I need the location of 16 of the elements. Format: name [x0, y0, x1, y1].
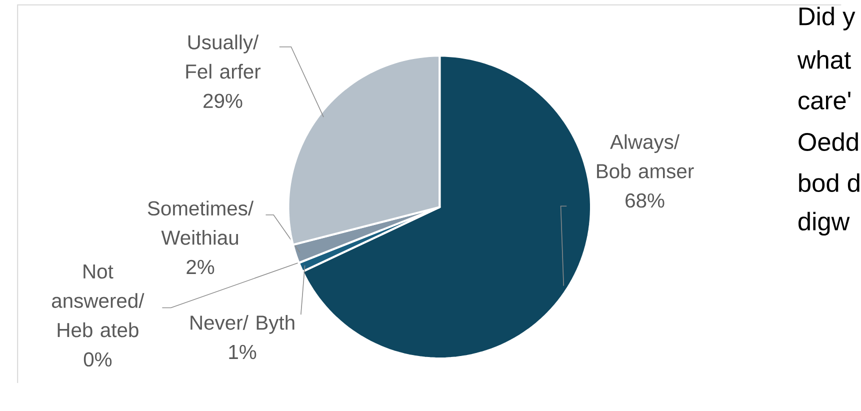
data-label: 29%: [204, 94, 242, 108]
text: Oedd: [798, 132, 858, 151]
text: what: [797, 50, 851, 69]
text: care': [798, 92, 850, 110]
text: Did y: [800, 6, 856, 30]
slice-label: Never/ Byth: [190, 314, 294, 334]
data-label: 68%: [626, 193, 664, 208]
text: digw: [798, 212, 850, 236]
data-label: 1%: [229, 344, 256, 359]
slice-label: Sometimes/ Weithiau: [148, 200, 254, 245]
category-label: Not answered/ Heb ateb: [52, 264, 144, 338]
data-label: 2%: [186, 260, 214, 274]
text: 0%: [84, 352, 112, 366]
slice-label: Usually/ Fel arfer: [186, 34, 261, 79]
slice-label: Always/ Bob amser: [597, 134, 694, 178]
text: bod d: [799, 173, 860, 192]
